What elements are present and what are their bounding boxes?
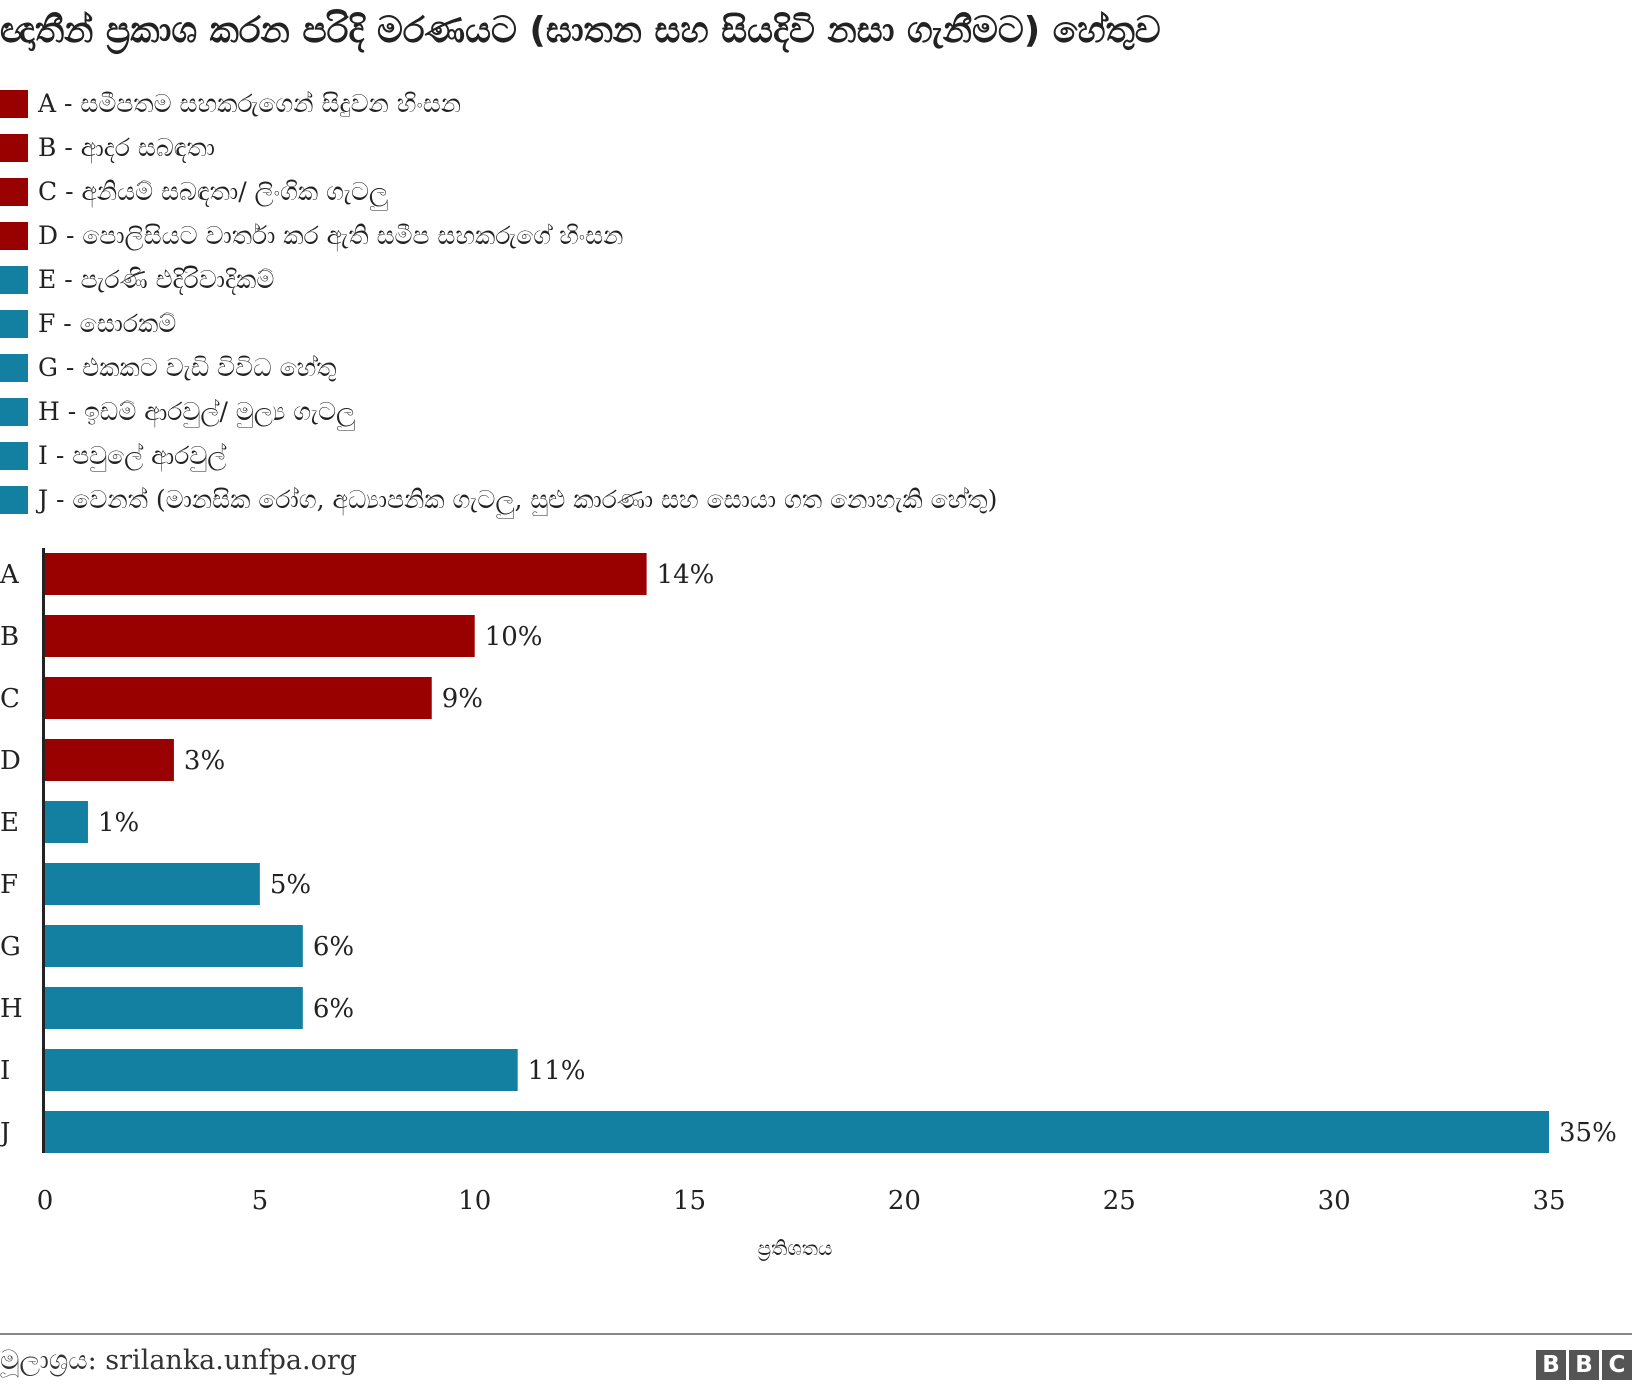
bbc-logo-block: B (1569, 1350, 1599, 1380)
bbc-logo-block: B (1536, 1350, 1566, 1380)
legend-label: H - ඉඩම් ආරවුල්/ මුල්‍ය ගැටලු (38, 397, 356, 426)
x-axis-title: ප්‍රතිශතය (757, 1236, 833, 1260)
y-tick-label: J (0, 1118, 10, 1148)
bbc-logo-block: C (1602, 1350, 1632, 1380)
legend-swatch (0, 354, 28, 382)
bar (45, 1049, 518, 1091)
bar (45, 987, 303, 1029)
legend-swatch (0, 90, 28, 118)
data-label: 14% (657, 560, 715, 590)
data-label: 35% (1559, 1118, 1617, 1148)
data-label: 11% (528, 1056, 586, 1086)
y-tick-label: F (0, 870, 18, 900)
x-tick-label: 25 (1103, 1186, 1136, 1216)
legend-item: A - සමීපතම සහකරුගෙන් සිදුවන හිංසන (0, 84, 997, 128)
legend-label: I - පවුලේ ආරවුල් (38, 441, 227, 470)
legend-item: I - පවුලේ ආරවුල් (0, 436, 997, 480)
legend-item: H - ඉඩම් ආරවුල්/ මුල්‍ය ගැටලු (0, 392, 997, 436)
data-label: 6% (313, 994, 354, 1024)
bar (45, 739, 174, 781)
x-tick-label: 0 (37, 1186, 54, 1216)
x-tick-label: 5 (252, 1186, 269, 1216)
legend-label: A - සමීපතම සහකරුගෙන් සිදුවන හිංසන (38, 89, 462, 118)
y-tick-label: H (0, 994, 23, 1024)
legend-label: C - අනියම් සබඳතා/ ලිංගික ගැටලු (38, 177, 389, 206)
footer-divider (0, 1333, 1632, 1335)
source-text: මූලාශ්‍රය: srilanka.unfpa.org (0, 1345, 358, 1376)
legend-item: F - සොරකම් (0, 304, 997, 348)
x-tick-label: 15 (673, 1186, 706, 1216)
legend-label: B - ආදර සබඳතා (38, 133, 216, 162)
legend-item: B - ආදර සබඳතා (0, 128, 997, 172)
x-tick-label: 35 (1532, 1186, 1565, 1216)
legend-item: C - අනියම් සබඳතා/ ලිංගික ගැටලු (0, 172, 997, 216)
legend-item: J - වෙනත් (මානසික රෝග, අධ්‍යාපනික ගැටලු,… (0, 480, 997, 524)
legend-swatch (0, 486, 28, 514)
x-tick-label: 10 (458, 1186, 491, 1216)
legend-swatch (0, 266, 28, 294)
legend-swatch (0, 134, 28, 162)
legend-swatch (0, 310, 28, 338)
legend-label: F - සොරකම් (38, 309, 177, 338)
legend-swatch (0, 222, 28, 250)
bar (45, 677, 432, 719)
legend-label: J - වෙනත් (මානසික රෝග, අධ්‍යාපනික ගැටලු,… (38, 485, 998, 514)
legend-label: D - පොලිසියට වාර්තා කර ඇති සමීප සහකරුගේ … (38, 221, 624, 250)
y-tick-label: E (0, 808, 19, 838)
legend-swatch (0, 178, 28, 206)
data-label: 3% (184, 746, 225, 776)
legend-item: E - පැරණි එදිරිවාදිකම් (0, 260, 997, 304)
x-tick-label: 30 (1318, 1186, 1351, 1216)
y-tick-label: I (0, 1056, 10, 1086)
bar (45, 863, 260, 905)
data-label: 5% (270, 870, 311, 900)
x-tick-label: 20 (888, 1186, 921, 1216)
legend-item: D - පොලිසියට වාර්තා කර ඇති සමීප සහකරුගේ … (0, 216, 997, 260)
data-label: 1% (98, 808, 139, 838)
data-label: 6% (313, 932, 354, 962)
bar (45, 615, 475, 657)
legend-item: G - එකකට වැඩි විවිධ හේතු (0, 348, 997, 392)
y-tick-label: C (0, 684, 20, 714)
legend-label: G - එකකට වැඩි විවිධ හේතු (38, 353, 337, 382)
chart-title: ඥාතීන් ප්‍රකාශ කරන පරිදි මරණයට (ඝාතන සහ … (0, 10, 1161, 51)
y-tick-label: A (0, 560, 20, 590)
chart-legend: A - සමීපතම සහකරුගෙන් සිදුවන හිංසන B - ආදර… (0, 84, 997, 524)
bar (45, 1111, 1549, 1153)
y-tick-label: B (0, 622, 19, 652)
data-label: 9% (442, 684, 483, 714)
y-tick-label: D (0, 746, 21, 776)
legend-swatch (0, 398, 28, 426)
y-tick-label: G (0, 932, 21, 962)
data-label: 10% (485, 622, 543, 652)
bar (45, 553, 647, 595)
legend-swatch (0, 442, 28, 470)
bar-chart: A 14% B 10% C 9% D 3% E 1% F 5% G 6% H 6% I 11% J 35% 0 5 10 15… (0, 548, 1617, 1216)
bar (45, 925, 303, 967)
bar (45, 801, 88, 843)
legend-label: E - පැරණි එදිරිවාදිකම් (38, 265, 275, 294)
